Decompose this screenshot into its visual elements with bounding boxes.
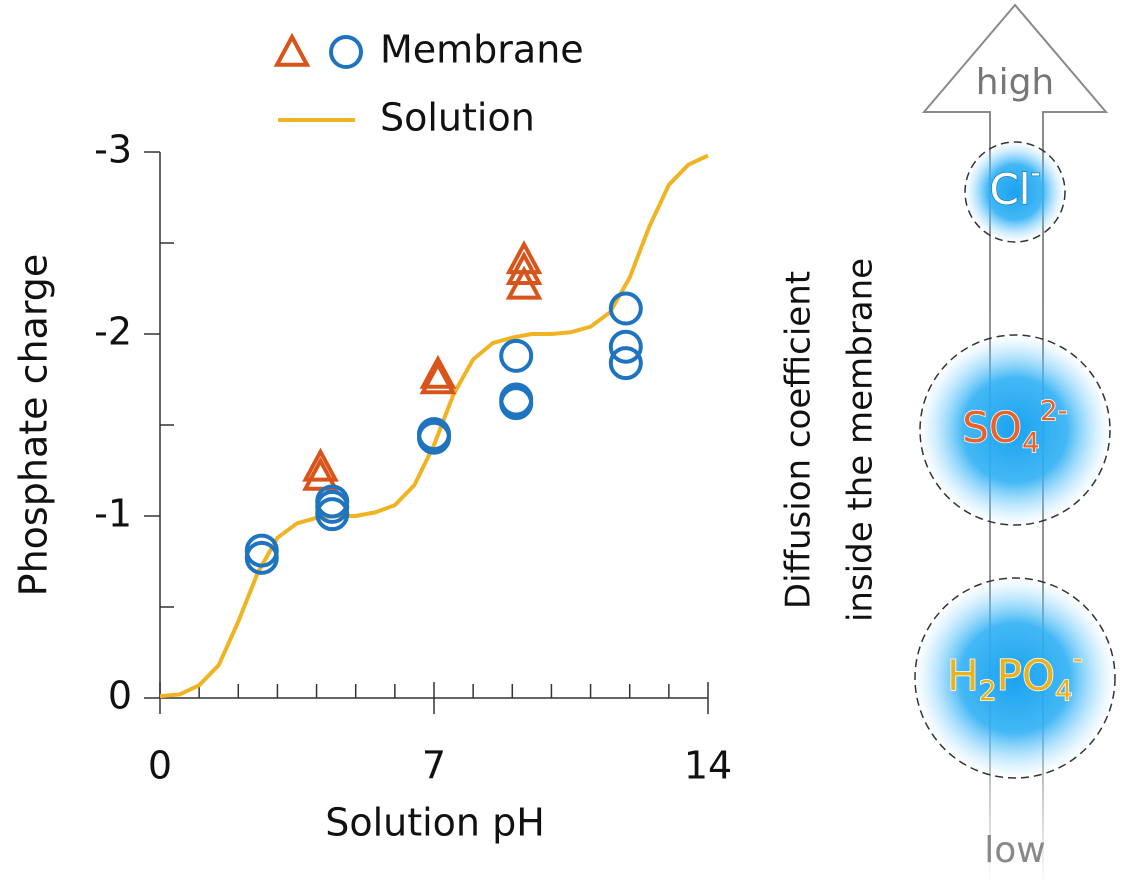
ion-label: SO42- — [962, 394, 1067, 459]
y-tick-label: 0 — [108, 674, 132, 718]
y-tick-label: -3 — [94, 128, 132, 172]
y-tick-label: -2 — [94, 310, 132, 354]
ion-label-part: SO — [962, 403, 1022, 452]
legend-label: Solution — [380, 96, 535, 140]
data-point — [417, 417, 451, 452]
ion-label-part: 4 — [1055, 674, 1073, 707]
data-point — [608, 291, 643, 326]
ion-glow — [915, 578, 1115, 778]
x-tick-label: 0 — [148, 744, 172, 788]
x-tick-label: 14 — [684, 744, 732, 788]
data-point — [302, 456, 339, 491]
solution-line — [159, 153, 709, 699]
data-point — [505, 251, 543, 286]
arrow-bottom-label: low — [984, 830, 1045, 871]
ion-label: H2PO4- — [947, 642, 1083, 707]
diagram-title: inside the membrane — [841, 258, 881, 622]
diagram-title: Diffusion coefficient — [779, 271, 819, 609]
ion-label-part: 4 — [1022, 426, 1040, 459]
x-tick-label: 7 — [422, 744, 446, 788]
ion-boundary — [964, 141, 1066, 243]
ion-label-part: - — [1030, 156, 1040, 189]
data-point — [608, 346, 643, 381]
arrow-top-label: high — [976, 62, 1055, 103]
legend-marker — [273, 32, 311, 67]
legend-marker — [329, 35, 363, 69]
data-point — [315, 484, 350, 519]
ion-glow — [920, 335, 1110, 525]
legend-label: Membrane — [380, 28, 584, 72]
data-point — [302, 447, 339, 482]
ion-label-part: 2- — [1040, 394, 1068, 427]
data-point — [499, 338, 534, 373]
x-axis-title: Solution pH — [325, 801, 545, 845]
ion-label-part: 2 — [979, 674, 997, 707]
y-axis-title: Phosphate charge — [12, 254, 56, 597]
ion-boundary — [914, 577, 1116, 779]
ion-label-part: - — [1073, 642, 1083, 675]
data-point — [244, 533, 279, 568]
data-point — [419, 354, 457, 389]
ion-glow — [965, 142, 1065, 242]
ion-label-part: H — [947, 651, 979, 700]
diffusion-arrow — [921, 3, 1109, 886]
ion-boundary — [919, 334, 1111, 526]
data-point — [419, 360, 457, 395]
y-tick-label: -1 — [94, 492, 132, 536]
ion-label-part: Cl — [989, 165, 1030, 214]
data-point — [499, 382, 534, 417]
ion-label-part: PO — [997, 651, 1055, 700]
data-point — [505, 240, 543, 275]
data-point — [608, 329, 643, 364]
ion-label: Cl- — [989, 156, 1040, 214]
